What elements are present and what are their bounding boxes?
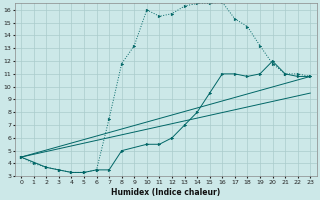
X-axis label: Humidex (Indice chaleur): Humidex (Indice chaleur) <box>111 188 220 197</box>
